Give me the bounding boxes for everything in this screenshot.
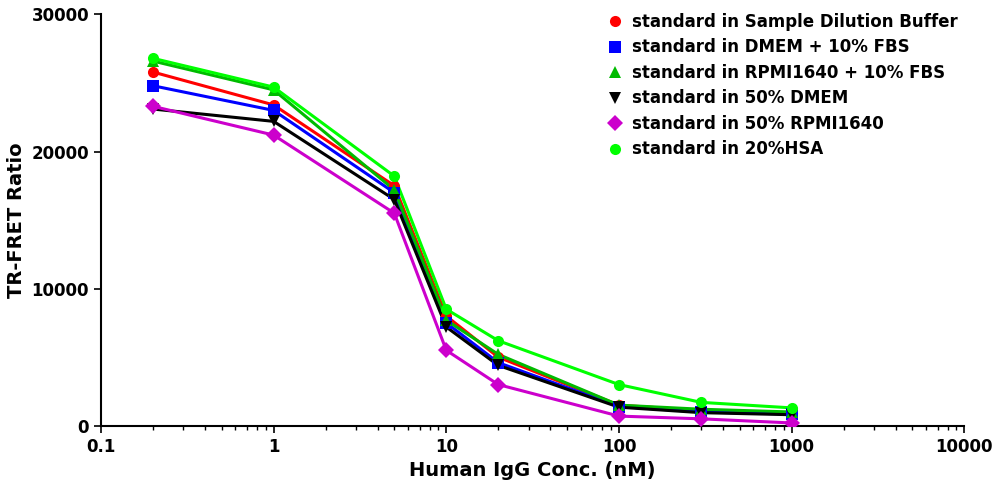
standard in 50% DMEM [147,106,159,112]
standard in 50% DMEM [695,410,707,415]
Legend: standard in Sample Dilution Buffer, standard in DMEM + 10% FBS, standard in RPMI: standard in Sample Dilution Buffer, stan… [602,6,964,165]
standard in Sample Dilution Buffer [440,313,452,319]
standard in 50% RPMI1640 [613,413,625,419]
Line: standard in RPMI1640 + 10% FBS: standard in RPMI1640 + 10% FBS [147,56,797,417]
standard in 20%HSA [613,382,625,388]
standard in DMEM + 10% FBS [268,108,280,113]
standard in Sample Dilution Buffer [613,402,625,408]
standard in 50% RPMI1640 [388,210,400,216]
standard in 50% RPMI1640 [492,382,504,388]
standard in DMEM + 10% FBS [613,404,625,410]
standard in DMEM + 10% FBS [440,320,452,326]
standard in DMEM + 10% FBS [786,411,798,417]
standard in 20%HSA [492,338,504,344]
standard in 20%HSA [695,399,707,405]
standard in 50% DMEM [268,118,280,124]
standard in Sample Dilution Buffer [268,102,280,108]
standard in 50% RPMI1640 [268,132,280,138]
standard in Sample Dilution Buffer [147,69,159,75]
standard in 20%HSA [440,306,452,312]
standard in RPMI1640 + 10% FBS [613,402,625,408]
standard in RPMI1640 + 10% FBS [147,58,159,64]
standard in RPMI1640 + 10% FBS [440,317,452,323]
standard in 20%HSA [786,405,798,411]
standard in RPMI1640 + 10% FBS [388,187,400,193]
Line: standard in Sample Dilution Buffer: standard in Sample Dilution Buffer [147,66,797,419]
Line: standard in 20%HSA: standard in 20%HSA [147,53,797,413]
standard in 50% RPMI1640 [147,103,159,109]
standard in RPMI1640 + 10% FBS [695,406,707,412]
standard in RPMI1640 + 10% FBS [786,409,798,415]
standard in DMEM + 10% FBS [695,409,707,415]
standard in Sample Dilution Buffer [786,411,798,416]
standard in RPMI1640 + 10% FBS [268,87,280,93]
standard in Sample Dilution Buffer [695,408,707,413]
standard in 50% DMEM [492,362,504,368]
standard in 50% DMEM [786,412,798,418]
Line: standard in 50% DMEM: standard in 50% DMEM [147,103,797,420]
standard in 50% DMEM [388,197,400,203]
standard in Sample Dilution Buffer [492,354,504,360]
standard in 20%HSA [147,56,159,61]
standard in 20%HSA [388,173,400,179]
standard in 50% RPMI1640 [440,347,452,353]
X-axis label: Human IgG Conc. (nM): Human IgG Conc. (nM) [409,461,656,480]
Line: standard in 50% RPMI1640: standard in 50% RPMI1640 [147,101,797,429]
standard in 20%HSA [268,84,280,90]
Y-axis label: TR-FRET Ratio: TR-FRET Ratio [7,142,26,298]
standard in 50% DMEM [613,404,625,410]
standard in 50% DMEM [440,324,452,330]
standard in DMEM + 10% FBS [388,190,400,196]
standard in DMEM + 10% FBS [492,360,504,366]
Line: standard in DMEM + 10% FBS: standard in DMEM + 10% FBS [147,80,797,420]
standard in 50% RPMI1640 [786,420,798,426]
standard in 50% RPMI1640 [695,416,707,422]
standard in RPMI1640 + 10% FBS [492,352,504,357]
standard in Sample Dilution Buffer [388,183,400,189]
standard in DMEM + 10% FBS [147,83,159,89]
